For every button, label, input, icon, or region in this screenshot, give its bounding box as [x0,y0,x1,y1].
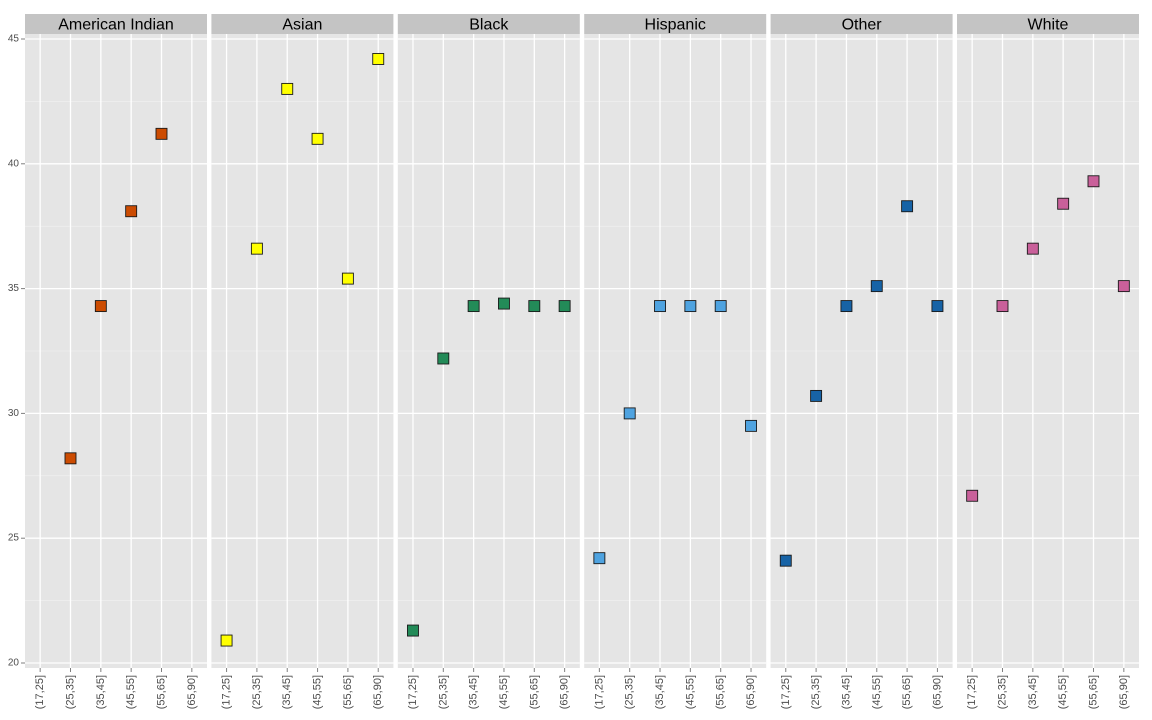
x-tick-label: (45,55] [1057,675,1069,709]
x-tick-label: (45,55] [312,675,324,709]
x-tick-label: (65,90] [186,675,198,709]
x-tick-label: (17,25] [780,675,792,709]
data-point [64,452,77,465]
x-tick-label: (65,90] [1118,675,1130,709]
data-point [1026,242,1039,255]
x-tick-label: (17,25] [593,675,605,709]
data-point [593,552,606,565]
facet-strip-label: Asian [282,17,322,34]
facet-strip [957,14,1139,34]
facet-strip-label: Hispanic [645,17,706,34]
x-tick-label: (55,65] [342,675,354,709]
data-point [1117,280,1130,293]
facet-strip [211,14,394,34]
x-tick-label: (55,65] [528,675,540,709]
x-tick-label: (35,45] [468,675,480,709]
data-point [407,624,419,637]
data-point [467,300,480,313]
facet-strip-label: American Indian [58,17,174,34]
y-tick-label: 40 [8,158,20,169]
x-tick-label: (35,45] [1027,675,1039,709]
x-tick-label: (25,35] [810,675,822,709]
facet-panel: Asian (17,25] (25,35] (35,45] (45,55] (55,65]… [211,14,394,709]
x-tick-label: (17,25] [966,675,978,709]
data-point [498,297,510,310]
data-point [94,300,107,313]
facet-strip-label: Other [842,17,883,34]
data-point [623,407,636,420]
data-point [714,300,727,313]
x-tick-label: (45,55] [684,675,696,709]
data-point [281,82,294,95]
x-tick-label: (17,25] [407,675,419,709]
data-point [558,300,571,313]
x-tick-label: (45,55] [498,675,510,709]
x-tick-label: (55,65] [1088,675,1100,709]
data-point [966,489,979,502]
facet-panels: American Indian (17,25] (25,35] (35,45] (45,… [25,14,1139,709]
facet-panel: Hispanic (17,25] (25,35] (35,45] (45,55] (55,… [584,14,767,709]
facet-panel: American Indian (17,25] (25,35] (35,45] (45,… [25,14,207,709]
facet-panel: White (17,25] (25,35] (35,45] (45,55] (55,65]… [957,14,1139,709]
data-point [125,205,138,218]
data-point [745,419,757,432]
data-point [311,132,324,145]
facet-panel: Black (17,25] (25,35] (35,45] (45,55] (55,65]… [397,14,580,709]
x-tick-label: (65,90] [372,675,384,709]
facet-strip [397,14,580,34]
x-tick-label: (17,25] [221,675,233,709]
data-point [684,300,697,313]
x-tick-label: (45,55] [871,675,883,709]
facet-strip [584,14,767,34]
y-tick-label: 35 [8,283,20,294]
x-tick-label: (55,65] [901,675,913,709]
data-point [654,300,666,313]
x-tick-label: (55,65] [715,675,727,709]
x-tick-label: (45,55] [125,675,137,709]
data-point [528,300,541,313]
data-point [901,200,914,213]
y-tick-label: 45 [8,33,20,44]
data-point [250,242,263,255]
x-tick-label: (17,25] [34,675,46,709]
y-tick-label: 25 [8,533,20,544]
data-point [372,53,385,65]
data-point [220,634,233,647]
data-point [996,300,1009,313]
x-tick-label: (55,65] [156,675,168,709]
data-point [1057,197,1070,210]
data-point [1087,175,1100,188]
x-tick-label: (35,45] [654,675,666,709]
data-point [810,389,823,402]
x-tick-label: (35,45] [95,675,107,709]
x-tick-label: (35,45] [281,675,293,709]
x-tick-label: (25,35] [437,675,449,709]
facet-panel: Other (17,25] (25,35] (35,45] (45,55] (55,65]… [770,14,953,709]
x-tick-label: (65,90] [931,675,943,709]
data-point [870,280,883,293]
data-point [779,554,792,567]
facet-strip [25,14,207,34]
x-tick-label: (25,35] [251,675,263,709]
y-tick-label: 20 [8,658,20,669]
x-tick-label: (25,35] [997,675,1009,709]
x-tick-label: (25,35] [624,675,636,709]
data-point [840,300,853,313]
y-axis: 20 25 30 35 40 45 [8,33,25,669]
x-tick-label: (35,45] [840,675,852,709]
facet-strip-label: Black [469,17,509,34]
x-tick-label: (25,35] [65,675,77,709]
data-point [931,300,944,313]
facet-strip-label: White [1028,17,1069,34]
x-tick-label: (65,90] [559,675,571,709]
facet-strip [770,14,953,34]
y-tick-label: 30 [8,408,20,419]
x-tick-label: (65,90] [745,675,757,709]
data-point [155,127,168,140]
data-point [437,352,450,365]
data-point [341,272,354,285]
